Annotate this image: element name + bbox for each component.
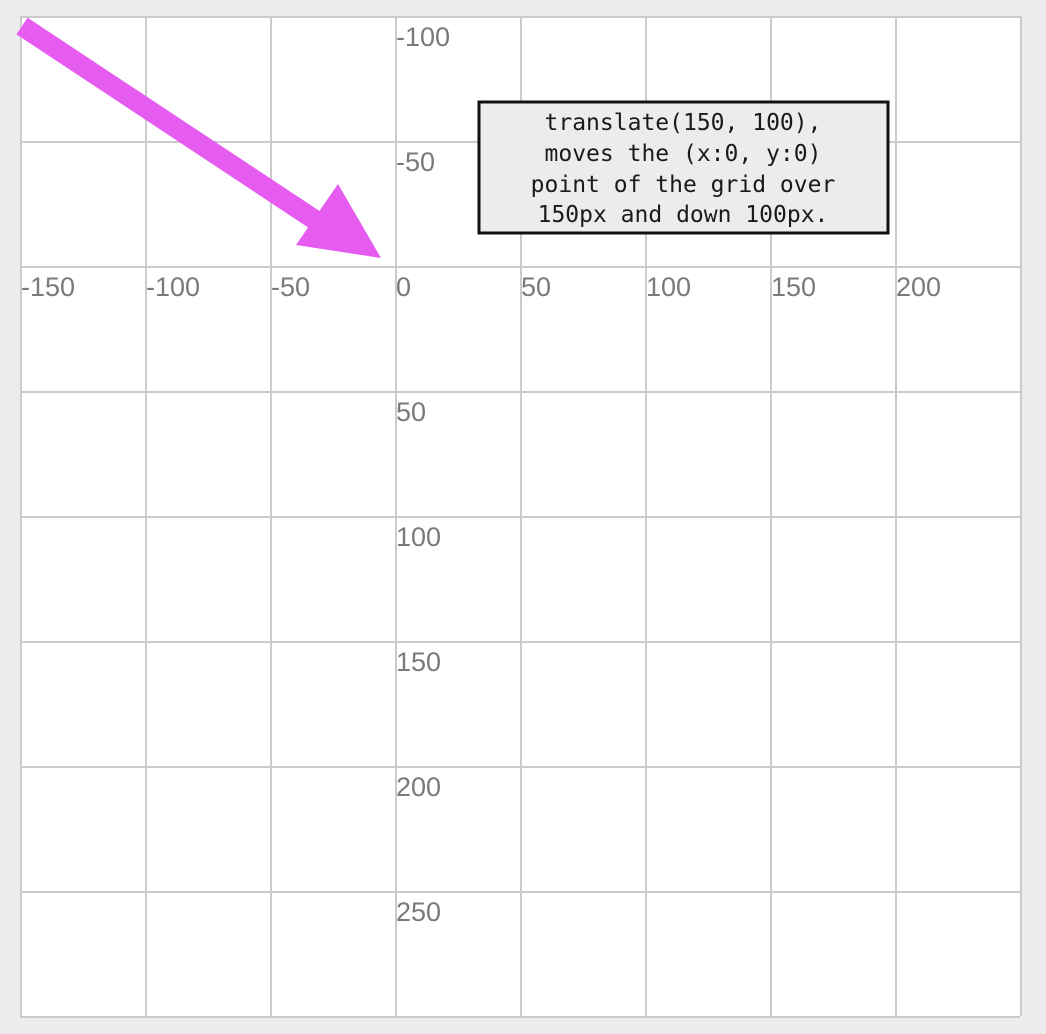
y-tick-label: 50 — [396, 397, 426, 427]
y-tick-label: -100 — [396, 22, 450, 52]
x-tick-labels: -150 -100 -50 0 50 100 150 200 — [21, 272, 941, 302]
y-tick-label: 200 — [396, 772, 441, 802]
callout-line-1: translate(150, 100), — [545, 110, 822, 136]
x-tick-label: -150 — [21, 272, 75, 302]
x-tick-label: -50 — [271, 272, 310, 302]
callout-line-4: 150px and down 100px. — [538, 202, 829, 228]
x-tick-label: 150 — [771, 272, 816, 302]
x-tick-label: 50 — [521, 272, 551, 302]
arrow-down-right-icon — [16, 17, 381, 258]
arrow-shaft — [16, 17, 324, 231]
y-tick-label: -50 — [396, 147, 435, 177]
callout: translate(150, 100), moves the (x:0, y:0… — [477, 100, 890, 235]
y-tick-label: 150 — [396, 647, 441, 677]
x-tick-label: 200 — [896, 272, 941, 302]
callout-line-3: point of the grid over — [531, 172, 836, 198]
y-tick-label: 250 — [396, 897, 441, 927]
arrow-head — [296, 184, 381, 258]
x-tick-label: 100 — [646, 272, 691, 302]
y-tick-labels: -100 -50 50 100 150 200 250 — [396, 22, 450, 927]
y-tick-label: 100 — [396, 522, 441, 552]
x-tick-label: 0 — [396, 272, 411, 302]
callout-line-2: moves the (x:0, y:0) — [545, 141, 822, 167]
callout-box — [477, 100, 890, 235]
x-tick-label: -100 — [146, 272, 200, 302]
